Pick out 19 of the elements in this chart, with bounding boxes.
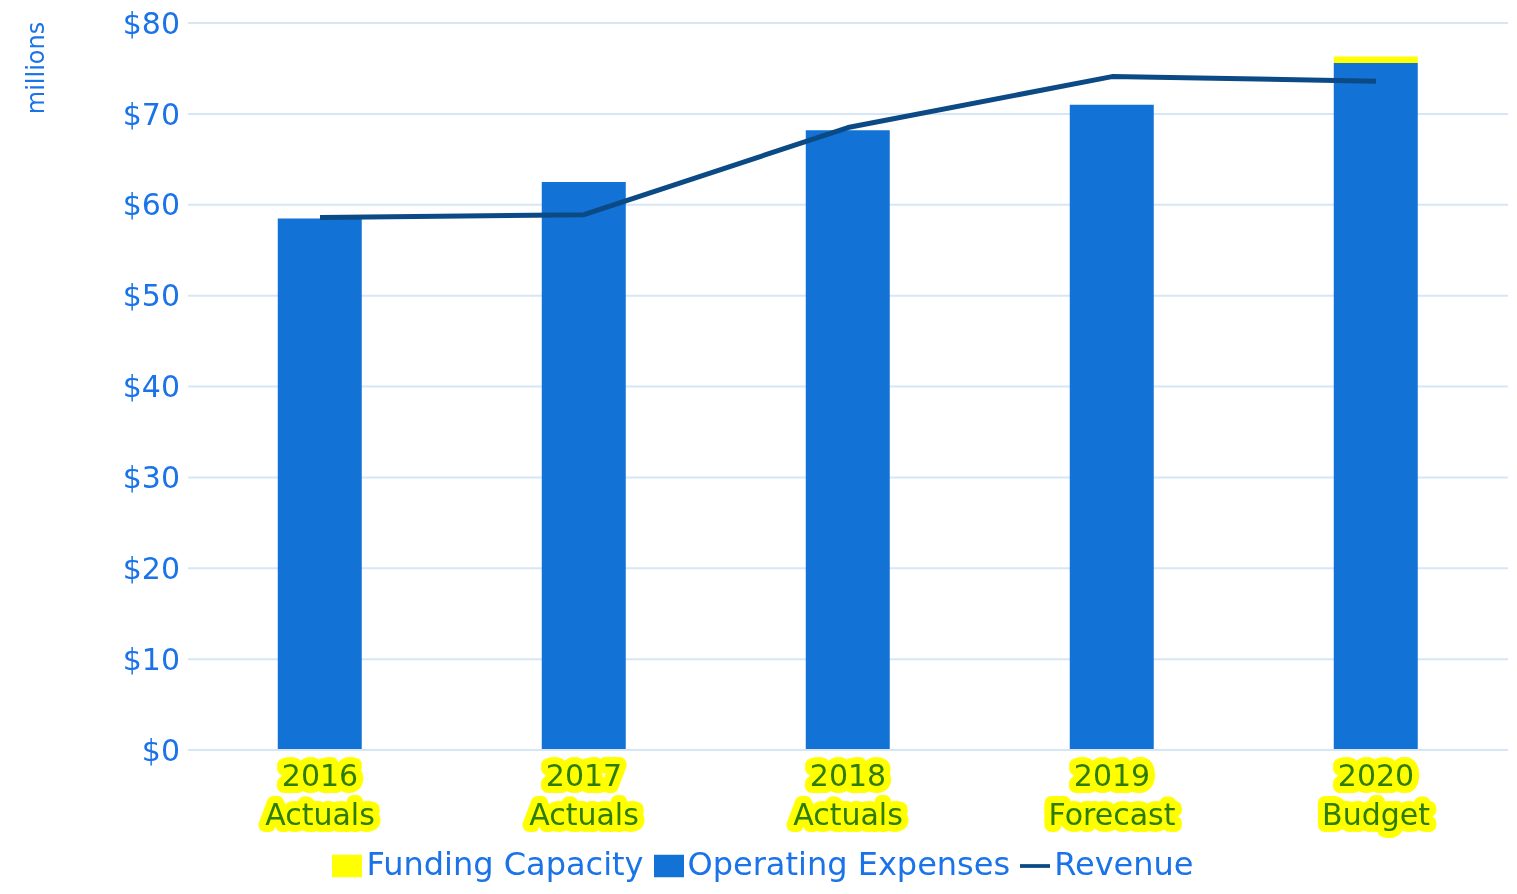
y-tick-label: $50 <box>122 278 180 314</box>
y-tick-label: $80 <box>122 5 180 41</box>
y-tick-label: $60 <box>122 187 180 223</box>
bar <box>1333 62 1418 750</box>
legend-label: Revenue <box>1054 845 1194 883</box>
legend-label: Operating Expenses <box>687 845 1011 883</box>
y-tick-label: $0 <box>141 732 180 768</box>
bar <box>541 182 626 750</box>
y-tick-label: $30 <box>122 460 180 496</box>
y-axis-title: millions <box>22 21 50 115</box>
bar <box>277 218 362 750</box>
bar <box>805 130 890 750</box>
bar <box>1333 56 1418 63</box>
y-tick-label: $20 <box>122 550 180 586</box>
legend-label: Funding Capacity <box>366 845 644 883</box>
bar <box>1069 104 1154 750</box>
y-tick-label: $10 <box>122 641 180 677</box>
y-tick-label: $40 <box>122 369 180 405</box>
y-tick-label: $70 <box>122 96 180 132</box>
